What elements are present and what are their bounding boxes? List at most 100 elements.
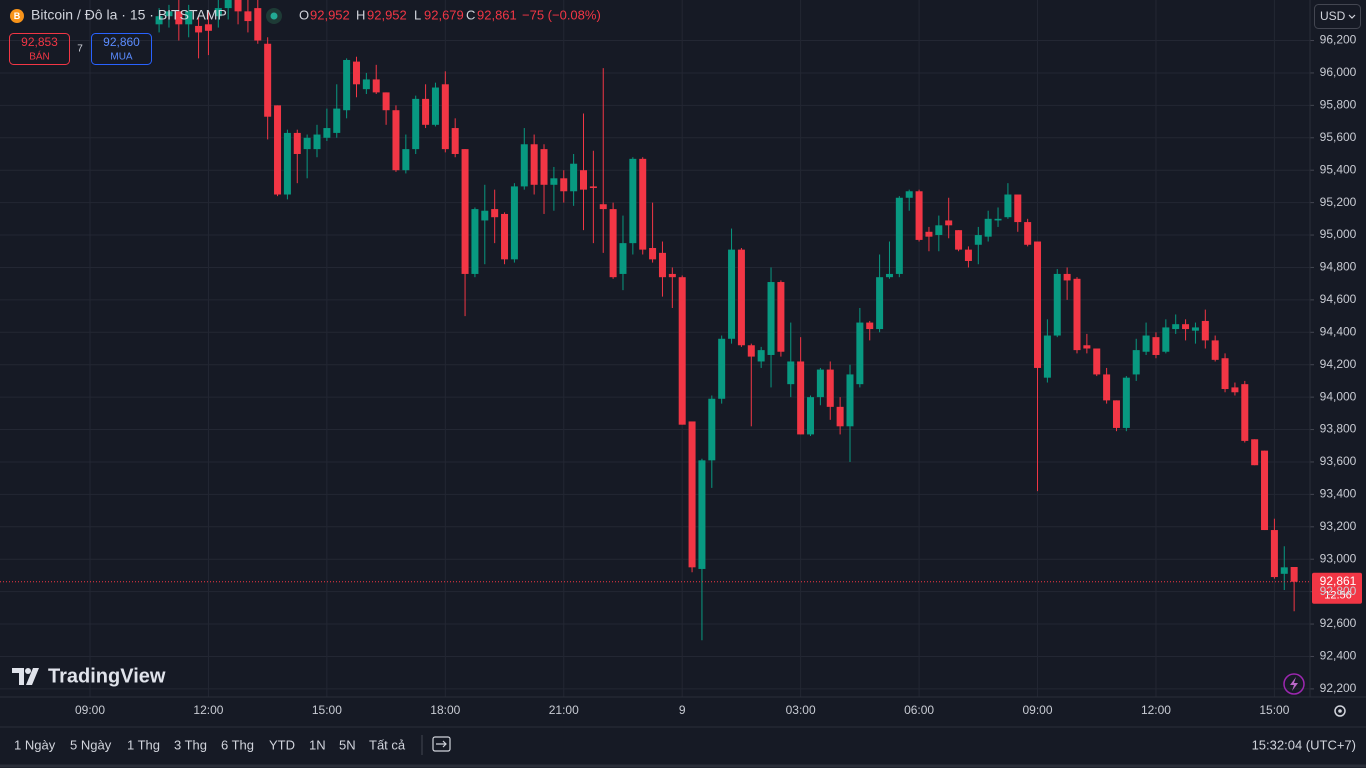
- ohlc-value: 92,679: [424, 7, 464, 22]
- ohlc-value: 92,952: [367, 7, 407, 22]
- y-tick-label: 92,400: [1320, 649, 1357, 663]
- price-tag-countdown: 12:56: [1324, 590, 1352, 602]
- ohlc-key: H: [356, 7, 365, 22]
- period-button[interactable]: 1 Ngày: [14, 737, 56, 752]
- x-tick-label: 9: [679, 703, 686, 717]
- x-tick-label: 09:00: [1023, 703, 1053, 717]
- candle-body: [757, 350, 765, 362]
- currency-caret: [1348, 14, 1356, 19]
- candle-body: [629, 158, 637, 244]
- clock[interactable]: 15:32:04 (UTC+7): [1252, 737, 1356, 752]
- candle-body: [1191, 327, 1199, 331]
- settings-icon[interactable]: [1334, 705, 1346, 717]
- alert-icon[interactable]: [1283, 673, 1305, 695]
- candle-body: [461, 149, 469, 274]
- currency-button[interactable]: [1314, 4, 1361, 29]
- candle-body: [402, 149, 410, 171]
- logo-icon-dot: [25, 668, 31, 674]
- y-tick-label: 93,000: [1320, 551, 1357, 565]
- candle-body: [905, 191, 913, 198]
- candle-body: [570, 163, 578, 192]
- date-range-icon: [436, 740, 447, 748]
- y-tick-label: 93,200: [1320, 519, 1357, 533]
- ohlc-legend: O 92,952 H 92,952 L 92,679 C 92,861 −75 (−0.08%): [299, 7, 601, 22]
- candle-body: [1043, 335, 1051, 378]
- candle-body: [323, 128, 331, 138]
- period-button[interactable]: 5N: [339, 737, 356, 752]
- candle-body: [520, 144, 528, 187]
- period-button[interactable]: YTD: [269, 737, 295, 752]
- candle-body: [185, 11, 193, 25]
- candle-body: [1290, 567, 1298, 582]
- candle-body: [1270, 530, 1278, 578]
- period-button[interactable]: 1N: [309, 737, 326, 752]
- buy-price: 92,860: [103, 35, 140, 49]
- candle-body: [994, 218, 1002, 221]
- x-tick-label: 15:00: [312, 703, 342, 717]
- candle-body: [412, 98, 420, 150]
- y-tick-label: 95,800: [1320, 98, 1357, 112]
- candle-body: [510, 186, 518, 260]
- y-tick-label: 95,200: [1320, 195, 1357, 209]
- candle-body: [885, 273, 893, 278]
- period-button[interactable]: 3 Thg: [174, 737, 207, 752]
- date-range-button[interactable]: [432, 736, 451, 752]
- candle-body: [550, 178, 558, 185]
- candle-body: [816, 369, 824, 398]
- period-button[interactable]: 6 Thg: [221, 737, 254, 752]
- x-tick-label: 09:00: [75, 703, 105, 717]
- candle-body: [343, 59, 351, 111]
- candle-body: [392, 110, 400, 171]
- y-tick-label: 95,000: [1320, 227, 1357, 241]
- y-tick-label: 93,400: [1320, 487, 1357, 501]
- symbol-title[interactable]: Bitcoin / Đô la · 15 · BITSTAMP: [31, 7, 227, 23]
- candle-body: [431, 87, 439, 125]
- candle-body: [214, 8, 222, 17]
- candle-body: [1053, 273, 1061, 336]
- candle-body: [807, 397, 815, 435]
- period-button[interactable]: Tất cả: [369, 737, 406, 752]
- candle-body: [945, 220, 953, 226]
- candle-body: [313, 134, 321, 150]
- candle-body: [639, 158, 647, 250]
- x-tick-label: 15:00: [1259, 703, 1289, 717]
- ohlc-change: −75 (−0.08%): [522, 7, 601, 22]
- candle-body: [1073, 278, 1081, 351]
- candle-body: [698, 460, 706, 569]
- candle-body: [1152, 337, 1160, 355]
- logo-icon: [12, 668, 39, 685]
- candle-body: [283, 132, 291, 195]
- candle-body: [1231, 387, 1239, 393]
- x-tick-label: 06:00: [904, 703, 934, 717]
- candle-body: [1063, 273, 1071, 281]
- ohlc-value: 92,861: [477, 7, 517, 22]
- ohlc-key: L: [414, 7, 421, 22]
- candle-body: [718, 338, 726, 399]
- logo: TradingView: [48, 665, 166, 687]
- candle-body: [155, 16, 163, 25]
- candle-body: [1034, 241, 1042, 368]
- y-tick-label: 94,200: [1320, 357, 1357, 371]
- x-tick-label: 12:00: [193, 703, 223, 717]
- buy-label: MUA: [110, 52, 133, 63]
- price-tag-label: 92,861: [1320, 574, 1357, 588]
- candle-body: [165, 11, 173, 17]
- period-button[interactable]: 1 Thg: [127, 737, 160, 752]
- candle-body: [974, 235, 982, 245]
- candle-body: [274, 105, 282, 195]
- candle-body: [254, 8, 262, 41]
- sell-button[interactable]: [9, 33, 70, 65]
- candle-body: [747, 345, 755, 357]
- y-tick-label: 95,400: [1320, 162, 1357, 176]
- buy-button[interactable]: [91, 33, 152, 65]
- candle-body: [1221, 358, 1229, 390]
- y-tick-label: 92,200: [1320, 681, 1357, 695]
- candle-body: [619, 243, 627, 274]
- candle-body: [876, 277, 884, 330]
- candle-body: [234, 0, 242, 12]
- y-tick-label: 93,800: [1320, 422, 1357, 436]
- candle-body: [382, 92, 390, 111]
- period-button[interactable]: 5 Ngày: [70, 737, 112, 752]
- candle-body: [481, 210, 489, 221]
- y-tick-label: 96,000: [1320, 65, 1357, 79]
